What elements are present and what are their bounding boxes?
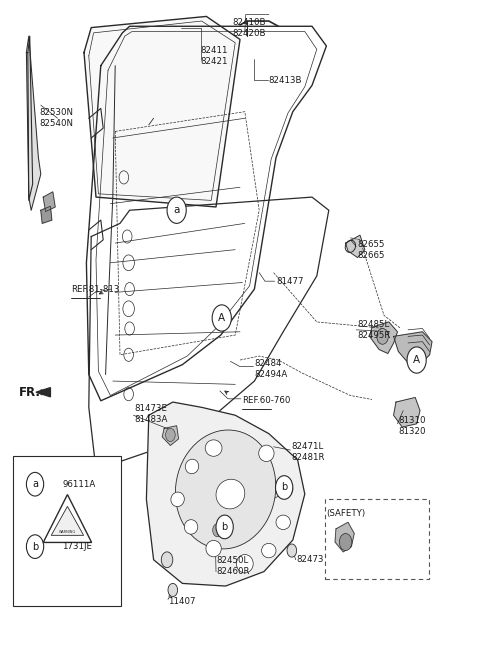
Text: (SAFETY): (SAFETY) [326,509,365,518]
Text: 11407: 11407 [168,597,195,606]
Circle shape [407,347,426,373]
Ellipse shape [276,515,290,530]
Polygon shape [335,522,354,552]
Ellipse shape [278,482,293,497]
Text: 81310
81320: 81310 81320 [398,416,426,436]
Polygon shape [26,36,41,210]
Bar [13,456,121,606]
Text: A: A [218,313,225,323]
Circle shape [377,328,388,344]
Polygon shape [84,16,240,207]
Text: a: a [173,205,180,215]
Ellipse shape [206,540,221,557]
Text: 82410B
82420B: 82410B 82420B [233,18,266,37]
Polygon shape [394,332,432,365]
Polygon shape [41,206,52,223]
Circle shape [213,524,222,537]
Polygon shape [370,322,397,353]
Text: REF.60-760: REF.60-760 [242,396,291,405]
Text: 82530N
82540N: 82530N 82540N [40,108,74,128]
Text: a: a [32,479,38,489]
Ellipse shape [185,459,199,474]
Text: b: b [221,522,228,532]
Polygon shape [51,507,84,535]
Text: 81473E
81483A: 81473E 81483A [134,404,168,424]
Ellipse shape [216,479,245,509]
Text: 82485L
82495R: 82485L 82495R [358,320,391,340]
Circle shape [168,583,178,597]
Ellipse shape [54,568,81,589]
Ellipse shape [171,492,184,507]
Circle shape [276,476,293,499]
Text: 82655
82665: 82655 82665 [358,240,385,260]
Circle shape [26,535,44,558]
Text: FR.: FR. [19,386,41,399]
Polygon shape [346,235,365,258]
Ellipse shape [58,572,77,586]
Text: 82471L
82481R: 82471L 82481R [291,442,325,462]
Text: 96111A: 96111A [62,480,96,489]
Circle shape [167,197,186,223]
Polygon shape [162,426,179,445]
Text: b: b [32,541,38,552]
Polygon shape [209,519,228,540]
Text: 82484
82494A: 82484 82494A [254,359,288,379]
Ellipse shape [236,555,253,573]
Bar [325,499,429,579]
Text: 82413B: 82413B [269,76,302,85]
Text: 82473: 82473 [297,555,324,564]
Circle shape [161,552,173,568]
Text: b: b [281,482,288,493]
Text: 82411
82421: 82411 82421 [201,46,228,66]
Text: 81477: 81477 [276,277,303,286]
Text: 1731JE: 1731JE [62,542,92,551]
Polygon shape [36,388,50,397]
Ellipse shape [184,520,198,534]
Text: A: A [413,355,420,365]
Text: 82450L
82460R: 82450L 82460R [216,556,250,576]
Text: WARNING: WARNING [59,530,76,534]
Ellipse shape [205,440,222,456]
Circle shape [216,515,233,539]
Ellipse shape [175,430,276,549]
Polygon shape [43,192,55,212]
Polygon shape [394,397,420,427]
Polygon shape [146,402,305,586]
Text: REF.81-813: REF.81-813 [71,284,120,294]
Ellipse shape [262,543,276,558]
Circle shape [339,533,352,551]
Ellipse shape [259,445,274,462]
Circle shape [26,472,44,496]
Circle shape [212,305,231,331]
Circle shape [166,428,175,442]
Circle shape [287,544,297,557]
